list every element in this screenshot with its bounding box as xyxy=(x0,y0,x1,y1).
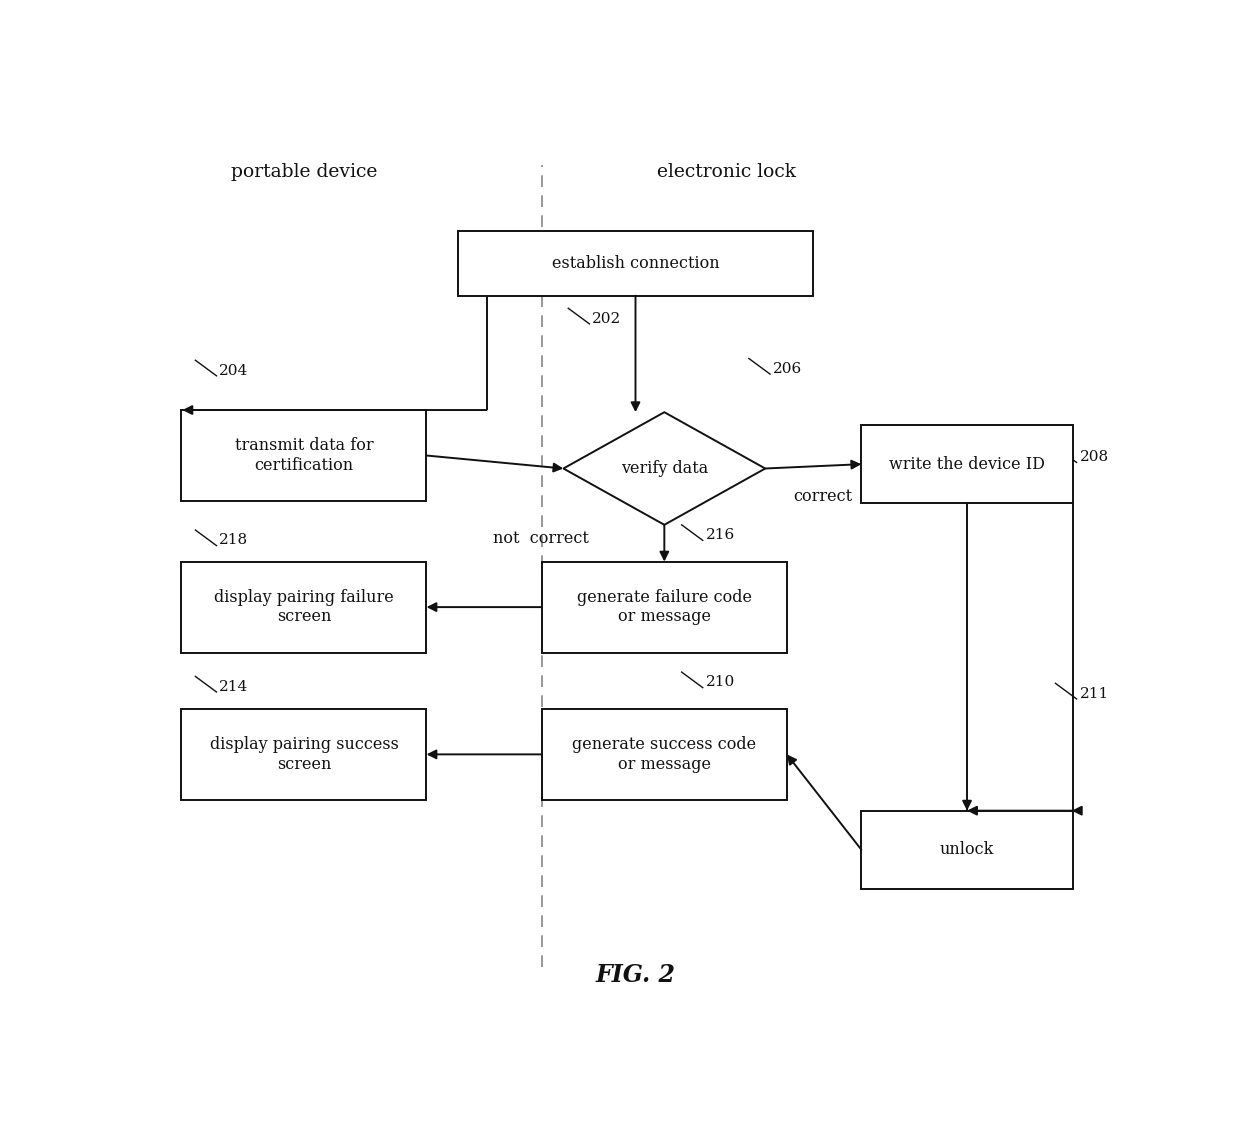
FancyBboxPatch shape xyxy=(862,425,1073,503)
Text: 216: 216 xyxy=(706,528,735,542)
Text: 202: 202 xyxy=(593,312,621,325)
Text: FIG. 2: FIG. 2 xyxy=(595,963,676,988)
Text: not  correct: not correct xyxy=(494,530,589,547)
Text: electronic lock: electronic lock xyxy=(657,163,796,181)
Text: transmit data for
certification: transmit data for certification xyxy=(234,438,373,474)
Text: 211: 211 xyxy=(1080,686,1109,701)
FancyBboxPatch shape xyxy=(458,231,813,296)
FancyBboxPatch shape xyxy=(181,709,427,800)
Text: write the device ID: write the device ID xyxy=(889,456,1045,472)
Polygon shape xyxy=(563,412,765,524)
Text: 214: 214 xyxy=(219,680,249,694)
FancyBboxPatch shape xyxy=(862,811,1073,889)
Text: display pairing failure
screen: display pairing failure screen xyxy=(215,588,394,626)
Text: generate failure code
or message: generate failure code or message xyxy=(577,588,751,626)
Text: correct: correct xyxy=(794,488,852,505)
Text: 204: 204 xyxy=(219,363,249,378)
Text: verify data: verify data xyxy=(621,460,708,477)
FancyBboxPatch shape xyxy=(181,561,427,652)
Text: unlock: unlock xyxy=(940,842,994,858)
FancyBboxPatch shape xyxy=(542,561,787,652)
FancyBboxPatch shape xyxy=(542,709,787,800)
Text: display pairing success
screen: display pairing success screen xyxy=(210,736,398,773)
Text: 218: 218 xyxy=(219,533,248,548)
Text: 208: 208 xyxy=(1080,450,1109,465)
Text: 210: 210 xyxy=(706,675,735,690)
FancyBboxPatch shape xyxy=(181,410,427,501)
Text: 206: 206 xyxy=(773,362,802,376)
Text: generate success code
or message: generate success code or message xyxy=(573,736,756,773)
Text: portable device: portable device xyxy=(231,163,377,181)
Text: establish connection: establish connection xyxy=(552,254,719,272)
